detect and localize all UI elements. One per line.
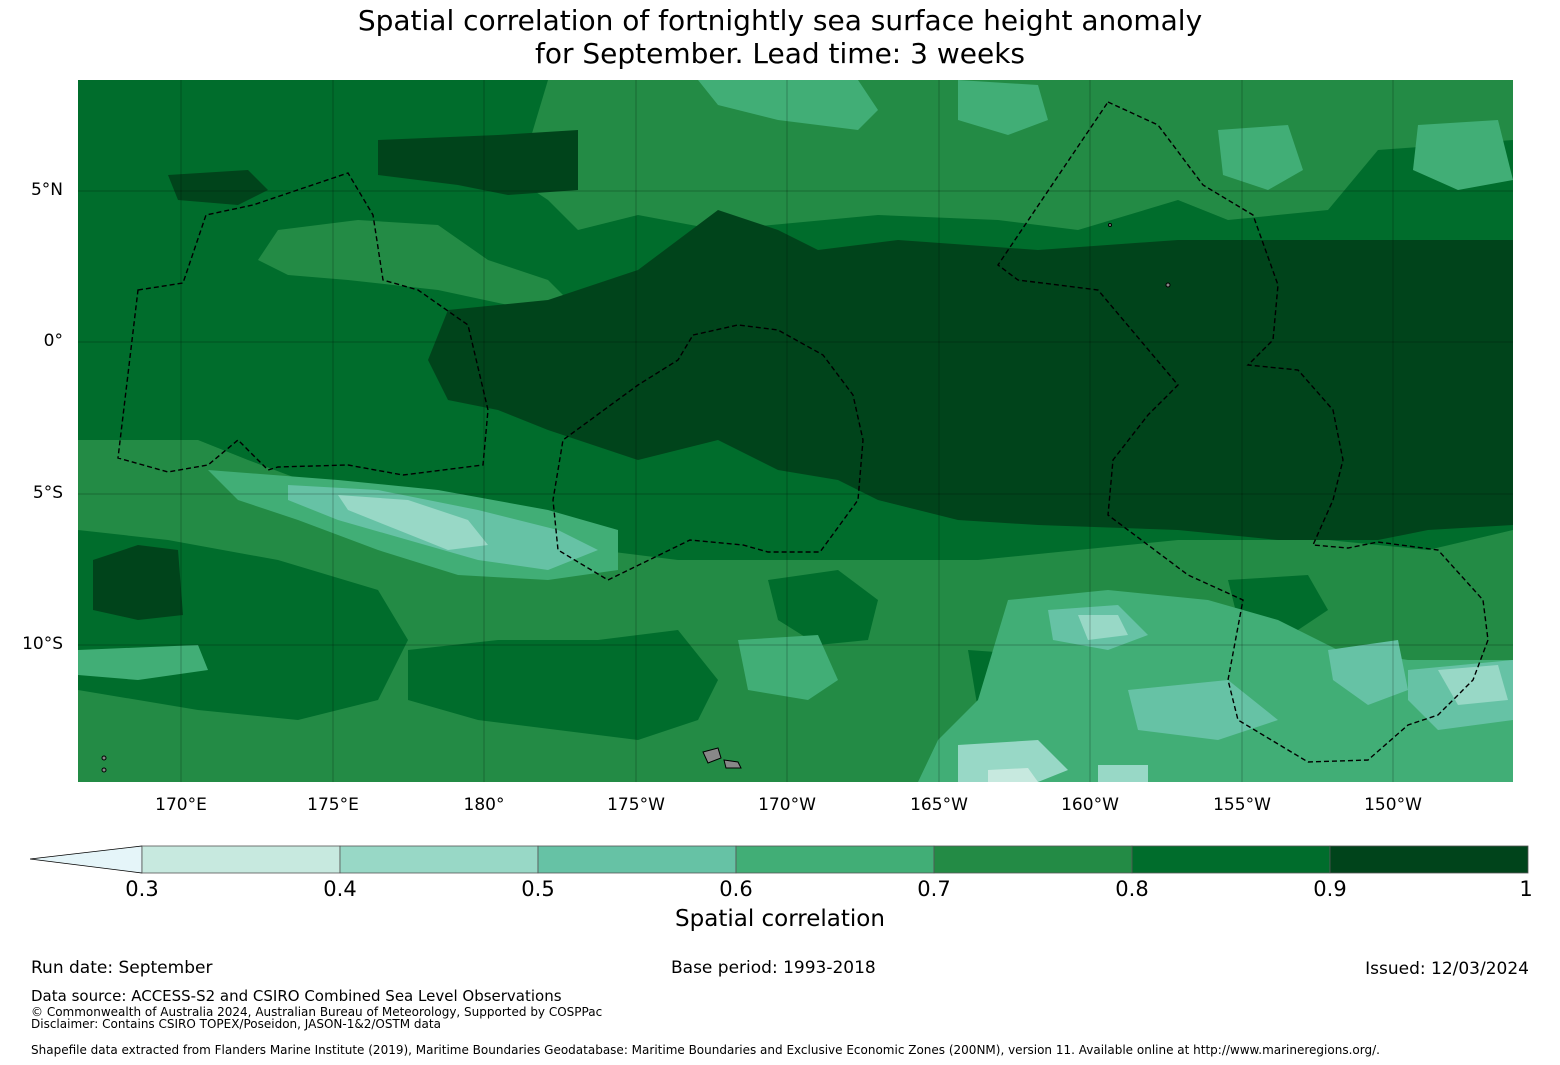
colorbar-segment-04-05 bbox=[339, 845, 539, 874]
chart-title: Spatial correlation of fortnightly sea s… bbox=[0, 4, 1560, 70]
band-09-10-region bbox=[93, 545, 183, 620]
islet bbox=[1165, 282, 1171, 288]
lon-label-165w: 165°W bbox=[910, 795, 968, 815]
band-08-09-region bbox=[408, 630, 718, 740]
lon-label-150w: 150°W bbox=[1364, 795, 1422, 815]
band-04-05-region bbox=[338, 495, 488, 550]
band-06-07-region bbox=[1218, 125, 1303, 190]
band-04-05-region bbox=[1438, 665, 1508, 705]
lat-label-5n: 5°N bbox=[30, 180, 63, 200]
islet bbox=[1108, 223, 1112, 227]
eez-boundaries bbox=[117, 101, 1489, 763]
colorbar-segment-03-04 bbox=[141, 845, 341, 874]
lon-label-180: 180° bbox=[463, 795, 505, 815]
colorbar-segment-08-09 bbox=[1131, 845, 1331, 874]
islet bbox=[101, 755, 107, 761]
disclaimer: Disclaimer: Contains CSIRO TOPEX/Poseido… bbox=[31, 1017, 441, 1031]
band-09-10-region bbox=[378, 130, 578, 195]
lon-label-175w: 175°W bbox=[607, 795, 665, 815]
lon-label-170e: 170°E bbox=[155, 795, 207, 815]
colorbar-tick-05: 0.5 bbox=[521, 877, 555, 901]
islet bbox=[101, 767, 107, 773]
band-07-08-region bbox=[258, 220, 578, 310]
colorbar-tick-04: 0.4 bbox=[323, 877, 357, 901]
lon-label-170w: 170°W bbox=[758, 795, 816, 815]
band-09-10-region bbox=[168, 170, 268, 205]
samoa-island bbox=[702, 747, 722, 764]
colorbar-tick-08: 0.8 bbox=[1115, 877, 1149, 901]
colorbar bbox=[30, 845, 1529, 874]
copyright-notice: © Commonwealth of Australia 2024, Austra… bbox=[31, 1005, 603, 1019]
band-05-06-region bbox=[1128, 680, 1278, 740]
colorbar-title: Spatial correlation bbox=[675, 906, 885, 932]
band-06-07-region bbox=[1413, 120, 1513, 190]
colorbar-segment-09-10 bbox=[1329, 845, 1529, 874]
samoa-island bbox=[723, 759, 742, 769]
colorbar-tick-06: 0.6 bbox=[719, 877, 753, 901]
run-date: Run date: September bbox=[31, 958, 213, 978]
colorbar-segment-07-08 bbox=[933, 845, 1133, 874]
map-canvas bbox=[78, 80, 1513, 782]
title-line-2: for September. Lead time: 3 weeks bbox=[534, 37, 1026, 70]
title-line-1: Spatial correlation of fortnightly sea s… bbox=[357, 4, 1203, 37]
band-07-08-region bbox=[518, 80, 1513, 230]
band-04-05-region bbox=[1078, 615, 1128, 640]
lat-label-5s: 5°S bbox=[32, 483, 63, 503]
lon-label-175e: 175°E bbox=[307, 795, 359, 815]
colorbar-segment-06-07 bbox=[735, 845, 935, 874]
eez-boundary-kiribati-phoenix bbox=[552, 324, 864, 581]
band-05-06-region bbox=[1328, 640, 1408, 705]
lat-label-0: 0° bbox=[43, 331, 63, 351]
issued-date: Issued: 12/03/2024 bbox=[1365, 959, 1529, 979]
correlation-map[interactable] bbox=[78, 80, 1513, 782]
lon-label-160w: 160°W bbox=[1061, 795, 1119, 815]
land-islands bbox=[101, 223, 1171, 773]
shapefile-credit: Shapefile data extracted from Flanders M… bbox=[31, 1043, 1380, 1057]
band-06-07-region bbox=[738, 635, 838, 700]
band-09-10-region bbox=[428, 210, 1513, 540]
band-06-07-region bbox=[698, 80, 878, 130]
band-06-07-region bbox=[78, 645, 208, 680]
band-06-07-region bbox=[958, 80, 1048, 135]
eez-boundary-kiribati-gilbert bbox=[117, 172, 489, 476]
colorbar-extend-arrow bbox=[30, 845, 143, 874]
base-period: Base period: 1993-2018 bbox=[671, 958, 876, 978]
gridlines bbox=[78, 80, 1513, 782]
data-source: Data source: ACCESS-S2 and CSIRO Combine… bbox=[31, 987, 562, 1005]
lat-label-10s: 10°S bbox=[22, 634, 63, 654]
band-04-05-region bbox=[958, 740, 1068, 782]
colorbar-tick-07: 0.7 bbox=[917, 877, 951, 901]
band-03-04-region bbox=[988, 768, 1038, 782]
lon-label-155w: 155°W bbox=[1213, 795, 1271, 815]
band-04-05-region bbox=[1098, 765, 1148, 782]
colorbar-tick-09: 0.9 bbox=[1313, 877, 1347, 901]
colorbar-segment-05-06 bbox=[537, 845, 737, 874]
colorbar-tick-03: 0.3 bbox=[125, 877, 159, 901]
colorbar-tick-10: 1 bbox=[1519, 877, 1533, 901]
band-08-09-region bbox=[768, 570, 878, 645]
